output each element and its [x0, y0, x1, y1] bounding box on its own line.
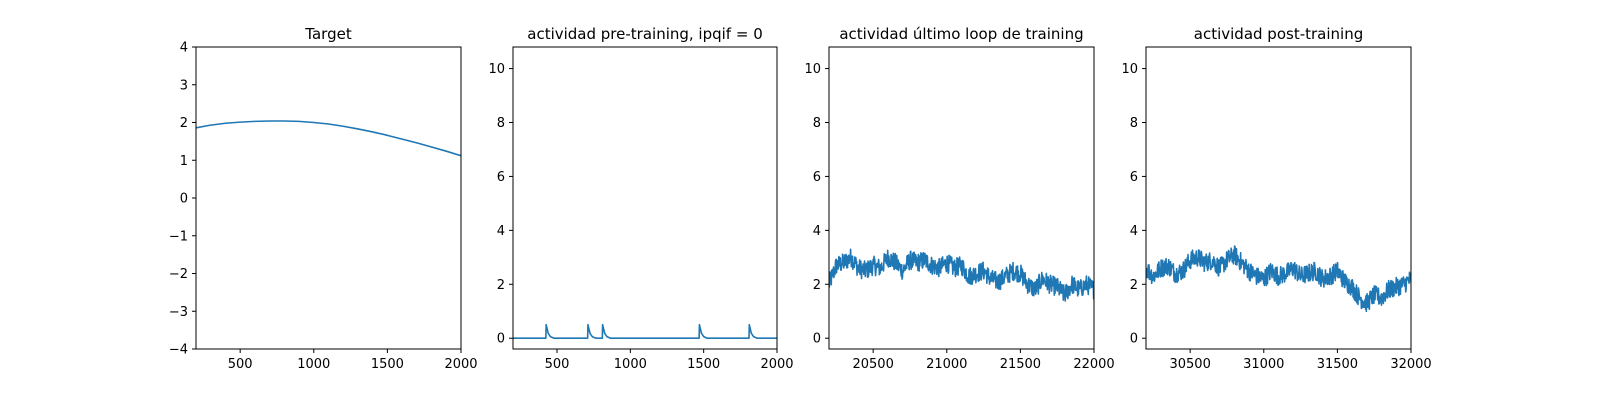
subplot-title: actividad último loop de training: [839, 25, 1083, 43]
y-tick-label: 4: [813, 224, 821, 239]
y-tick-label: −2: [169, 267, 188, 282]
subplot-title: Target: [304, 25, 352, 43]
y-tick-label: 4: [1130, 224, 1138, 239]
y-tick-label: 10: [488, 62, 505, 77]
series-line: [1146, 245, 1411, 313]
y-tick-label: 2: [1130, 278, 1138, 293]
y-tick-label: 6: [813, 170, 821, 185]
x-tick-label: 22000: [1073, 357, 1114, 372]
x-tick-label: 20500: [852, 357, 893, 372]
series-line: [513, 323, 777, 340]
subplot-4: actividad post-training 30500 31000 31500 32…: [1121, 25, 1431, 372]
x-tick-label: 500: [545, 357, 570, 372]
y-tick-label: 1: [180, 154, 188, 169]
y-tick-label: 2: [180, 116, 188, 131]
y-tick-label: 8: [813, 116, 821, 131]
y-tick-label: −1: [169, 229, 188, 244]
x-tick-label: 21000: [926, 357, 967, 372]
subplot-title: actividad post-training: [1194, 25, 1363, 43]
y-tick-label: 4: [497, 224, 505, 239]
y-tick-label: 6: [497, 170, 505, 185]
y-tick-label: 8: [1130, 116, 1138, 131]
plot-frame: [512, 46, 778, 350]
subplot-2: actividad pre-training, ipqif = 0 500 1000…: [488, 25, 793, 372]
y-tick-label: 6: [1130, 170, 1138, 185]
x-tick-label: 2000: [760, 357, 793, 372]
y-tick-label: 2: [813, 278, 821, 293]
subplot-title: actividad pre-training, ipqif = 0: [527, 25, 763, 43]
y-tick-label: 2: [497, 278, 505, 293]
x-tick-label: 21500: [1000, 357, 1041, 372]
y-tick-label: 10: [804, 62, 821, 77]
y-tick-label: 0: [497, 332, 505, 347]
x-tick-label: 31500: [1317, 357, 1358, 372]
y-tick-label: 10: [1121, 62, 1138, 77]
y-tick-label: −4: [169, 343, 188, 358]
x-tick-label: 32000: [1390, 357, 1431, 372]
subplot-1: Target 500 1000 1500 2000 −4 −3 −2 −1 0 1 2 3 4: [169, 25, 478, 372]
y-tick-label: 4: [180, 41, 188, 56]
x-tick-label: 31000: [1243, 357, 1284, 372]
y-tick-label: 0: [1130, 332, 1138, 347]
x-tick-label: 30500: [1169, 357, 1210, 372]
x-tick-label: 2000: [444, 357, 477, 372]
x-tick-label: 1000: [614, 357, 647, 372]
y-tick-label: 8: [497, 116, 505, 131]
series-line: [829, 248, 1094, 302]
x-tick-label: 1500: [687, 357, 720, 372]
y-tick-label: 0: [813, 332, 821, 347]
series-line: [196, 120, 461, 157]
x-tick-label: 1500: [371, 357, 404, 372]
y-tick-label: 3: [180, 78, 188, 93]
y-tick-label: 0: [180, 192, 188, 207]
x-tick-label: 1000: [297, 357, 330, 372]
plot-frame: [828, 46, 1095, 350]
x-tick-label: 500: [228, 357, 253, 372]
plot-frame: [195, 46, 462, 350]
y-tick-label: −3: [169, 305, 188, 320]
plot-frame: [1145, 46, 1412, 350]
